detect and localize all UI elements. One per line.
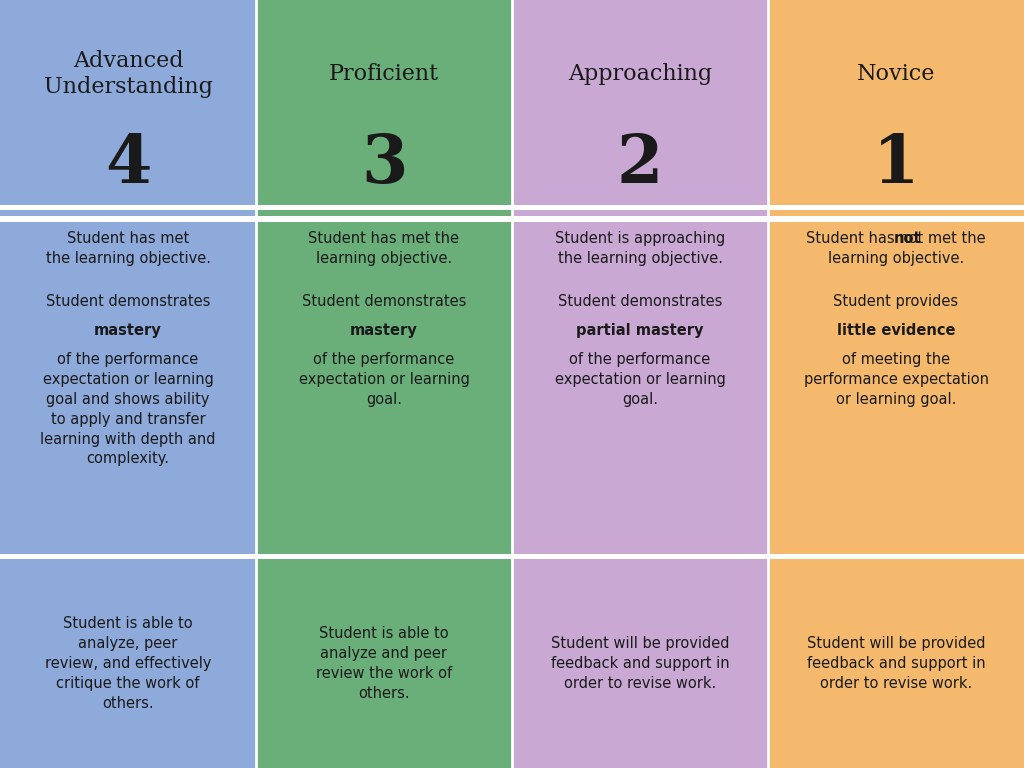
Bar	[768, 222, 1024, 554]
Bar	[256, 559, 512, 768]
Bar	[512, 0, 768, 206]
Text: Proficient: Proficient	[329, 63, 439, 85]
Text: of the performance
expectation or learning
goal and shows ability
to apply and t: of the performance expectation or learni…	[40, 353, 216, 466]
Bar	[768, 559, 1024, 768]
Text: little evidence: little evidence	[837, 323, 955, 338]
Text: of meeting the
performance expectation
or learning goal.: of meeting the performance expectation o…	[804, 353, 988, 407]
Bar	[256, 210, 512, 216]
Text: Student demonstrates: Student demonstrates	[302, 294, 466, 309]
Bar	[768, 210, 1024, 216]
Text: 1: 1	[872, 132, 920, 197]
Text: Student is able to
analyze and peer
review the work of
others.: Student is able to analyze and peer revi…	[316, 626, 452, 700]
Text: not: not	[894, 231, 921, 246]
Bar	[0, 210, 256, 216]
Text: Novice: Novice	[857, 63, 935, 85]
Text: Student demonstrates: Student demonstrates	[46, 294, 210, 309]
Bar	[0, 554, 1024, 559]
Bar	[0, 0, 256, 206]
Text: Student is able to
analyze, peer
review, and effectively
critique the work of
ot: Student is able to analyze, peer review,…	[45, 616, 211, 710]
Bar	[768, 0, 1024, 206]
Bar	[0, 222, 256, 554]
Text: partial mastery: partial mastery	[577, 323, 703, 338]
Text: mastery: mastery	[94, 323, 162, 338]
Text: Student will be provided
feedback and support in
order to revise work.: Student will be provided feedback and su…	[807, 636, 985, 690]
Text: 4: 4	[104, 132, 152, 197]
Text: 3: 3	[360, 132, 408, 197]
Text: Student demonstrates: Student demonstrates	[558, 294, 722, 309]
Text: Student provides: Student provides	[834, 294, 958, 309]
Bar	[512, 210, 768, 216]
Text: Student has met
the learning objective.: Student has met the learning objective.	[45, 231, 211, 266]
Bar	[0, 206, 1024, 222]
Text: Student will be provided
feedback and support in
order to revise work.: Student will be provided feedback and su…	[551, 636, 729, 690]
Text: Approaching: Approaching	[568, 63, 712, 85]
Bar	[256, 222, 512, 554]
Text: Student has met the
learning objective.: Student has met the learning objective.	[308, 231, 460, 266]
Text: Student is approaching
the learning objective.: Student is approaching the learning obje…	[555, 231, 725, 266]
Text: of the performance
expectation or learning
goal.: of the performance expectation or learni…	[299, 353, 469, 407]
Bar	[0, 559, 256, 768]
Text: mastery: mastery	[350, 323, 418, 338]
Text: Advanced
Understanding: Advanced Understanding	[44, 50, 212, 98]
Bar	[256, 0, 512, 206]
Bar	[512, 559, 768, 768]
Text: 2: 2	[616, 132, 664, 197]
Text: of the performance
expectation or learning
goal.: of the performance expectation or learni…	[555, 353, 725, 407]
Bar	[512, 222, 768, 554]
Text: Student has not met the
learning objective.: Student has not met the learning objecti…	[806, 231, 986, 266]
